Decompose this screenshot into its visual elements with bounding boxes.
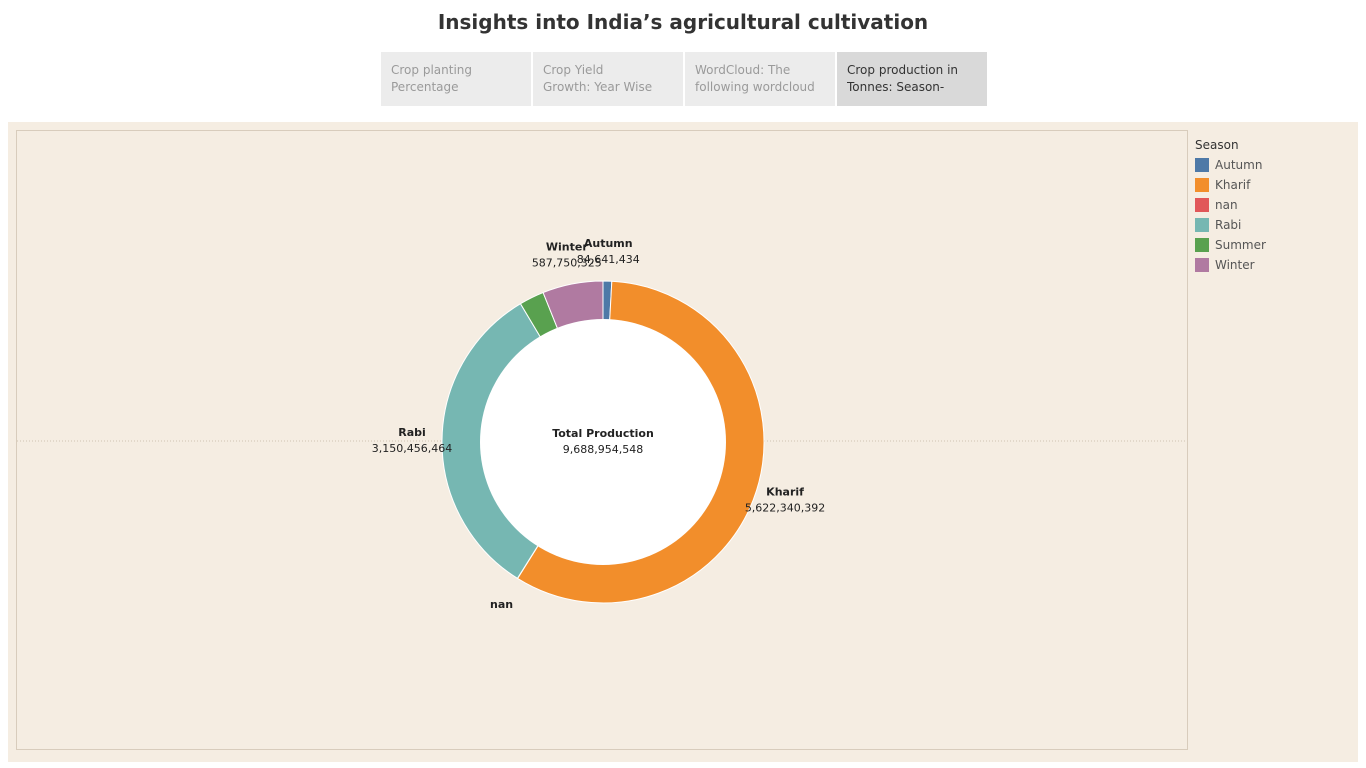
legend-swatch xyxy=(1195,178,1209,192)
legend-label: Autumn xyxy=(1215,158,1263,172)
slice-value-winter: 587,750,325 xyxy=(532,256,602,269)
slice-value-rabi: 3,150,456,464 xyxy=(372,442,452,455)
legend-title: Season xyxy=(1195,138,1239,152)
tab-crop-planting-percentage[interactable]: Crop planting Percentage xyxy=(381,52,531,106)
dashboard-area: Autumn 84,641,434 Kharif 5,622,340,392 nan Ra… xyxy=(8,122,1358,762)
chart-frame: Autumn 84,641,434 Kharif 5,622,340,392 nan Ra… xyxy=(16,130,1188,750)
legend-label: Kharif xyxy=(1215,178,1251,192)
tab-label: Crop Yield Growth: Year Wise xyxy=(543,63,653,94)
legend-item-kharif[interactable]: Kharif xyxy=(1195,175,1266,195)
center-label: Total Production xyxy=(552,427,654,440)
story-title: Insights into India’s agricultural culti… xyxy=(437,10,929,34)
tab-wordcloud[interactable]: WordCloud: The following wordcloud .. xyxy=(685,52,835,106)
slice-label-winter: Winter xyxy=(546,240,588,253)
legend-swatch xyxy=(1195,218,1209,232)
legend-label: Winter xyxy=(1215,258,1255,272)
legend-item-autumn[interactable]: Autumn xyxy=(1195,155,1266,175)
slice-label-kharif: Kharif xyxy=(766,486,804,499)
legend-item-rabi[interactable]: Rabi xyxy=(1195,215,1266,235)
legend-label: Rabi xyxy=(1215,218,1242,232)
legend: Season Autumn Kharif nan Rabi Summer Win… xyxy=(1195,138,1266,275)
donut-hole xyxy=(480,319,726,565)
slice-label-autumn: Autumn xyxy=(584,237,633,250)
center-value: 9,688,954,548 xyxy=(563,443,643,456)
legend-swatch xyxy=(1195,158,1209,172)
slice-value-kharif: 5,622,340,392 xyxy=(745,502,825,515)
story-tabs: Crop planting Percentage Crop Yield Grow… xyxy=(381,52,989,106)
legend-swatch xyxy=(1195,258,1209,272)
tab-crop-production-season[interactable]: Crop production in Tonnes: Season-prod.. xyxy=(837,52,987,106)
slice-value-autumn: 84,641,434 xyxy=(577,253,640,266)
legend-swatch xyxy=(1195,198,1209,212)
legend-swatch xyxy=(1195,238,1209,252)
legend-label: nan xyxy=(1215,198,1238,212)
legend-item-winter[interactable]: Winter xyxy=(1195,255,1266,275)
tab-label: Crop production in Tonnes: Season-prod.. xyxy=(847,63,959,94)
slice-label-rabi: Rabi xyxy=(398,426,426,439)
tab-label: Crop planting Percentage xyxy=(391,63,472,94)
slice-label-nan: nan xyxy=(490,598,513,611)
legend-item-nan[interactable]: nan xyxy=(1195,195,1266,215)
legend-label: Summer xyxy=(1215,238,1266,252)
tab-label: WordCloud: The following wordcloud .. xyxy=(695,63,815,94)
legend-item-summer[interactable]: Summer xyxy=(1195,235,1266,255)
donut-chart: Autumn 84,641,434 Kharif 5,622,340,392 nan Ra… xyxy=(17,237,1187,611)
tab-crop-yield-growth[interactable]: Crop Yield Growth: Year Wise xyxy=(533,52,683,106)
